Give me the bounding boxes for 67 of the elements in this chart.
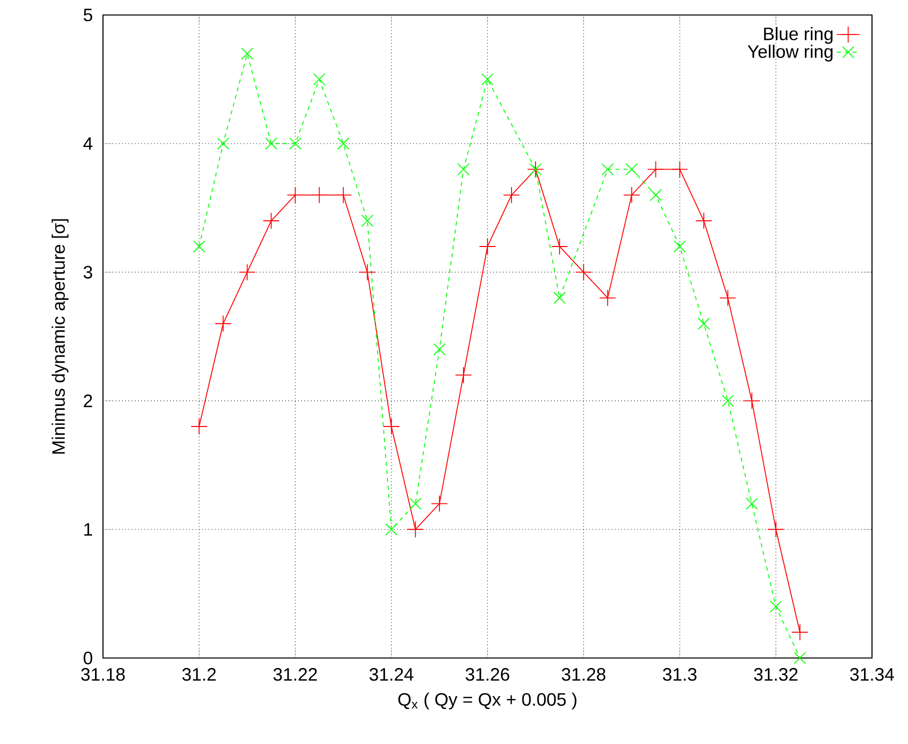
point bbox=[770, 600, 782, 613]
x-tick-label: 31.24 bbox=[370, 668, 414, 681]
point bbox=[310, 186, 328, 204]
point bbox=[794, 652, 806, 664]
point bbox=[575, 264, 592, 281]
y-tick-label: 4 bbox=[83, 137, 92, 150]
point bbox=[599, 289, 616, 306]
point bbox=[698, 318, 710, 330]
y-axis-title: Minimus dynamic aperture [σ] bbox=[52, 219, 68, 454]
y-tick-label: 1 bbox=[84, 523, 92, 536]
point bbox=[553, 292, 566, 304]
point bbox=[262, 212, 280, 230]
point bbox=[695, 212, 712, 230]
x-tick-label: 31.2 bbox=[182, 668, 216, 681]
point bbox=[334, 186, 352, 204]
point bbox=[791, 624, 808, 641]
point bbox=[241, 47, 254, 60]
x-tick-label: 31.18 bbox=[81, 668, 125, 681]
x-tick-label: 31.3 bbox=[662, 668, 696, 681]
legend-label: Yellow ring bbox=[748, 44, 832, 62]
point bbox=[674, 240, 686, 253]
point bbox=[602, 163, 614, 176]
point bbox=[433, 343, 446, 356]
point bbox=[671, 160, 688, 178]
y-tick-label: 2 bbox=[84, 394, 92, 408]
point bbox=[192, 240, 206, 253]
point bbox=[238, 264, 256, 281]
x-tick-label: 31.32 bbox=[754, 668, 798, 681]
legend-label: Blue ring bbox=[764, 27, 832, 44]
x-tick-label: 31.34 bbox=[850, 668, 894, 681]
y-tick-label: 5 bbox=[84, 8, 92, 22]
point bbox=[626, 163, 638, 176]
point bbox=[722, 394, 734, 407]
point bbox=[551, 238, 568, 255]
point bbox=[289, 137, 302, 150]
point bbox=[743, 392, 760, 410]
x-axis-title: Q$_{x}$ ( Qy = Qx + 0.005 ) bbox=[398, 692, 576, 710]
x-tick-label: 31.28 bbox=[562, 668, 606, 681]
point bbox=[481, 73, 494, 86]
point bbox=[190, 418, 208, 435]
point bbox=[455, 366, 472, 384]
point bbox=[265, 137, 278, 150]
point bbox=[406, 520, 424, 538]
point bbox=[767, 520, 784, 538]
point bbox=[286, 186, 304, 204]
point bbox=[409, 498, 422, 510]
point bbox=[382, 418, 400, 435]
point bbox=[650, 188, 662, 202]
point bbox=[385, 523, 398, 536]
point bbox=[313, 73, 326, 86]
point bbox=[647, 160, 664, 178]
x-tick-label: 31.22 bbox=[273, 668, 317, 681]
x-tick-label: 31.26 bbox=[466, 668, 510, 681]
y-tick-label: 3 bbox=[84, 266, 92, 279]
y-tick-label: 0 bbox=[84, 652, 92, 664]
point bbox=[719, 289, 736, 306]
point bbox=[746, 498, 758, 510]
point bbox=[337, 137, 350, 150]
point bbox=[361, 214, 374, 227]
point bbox=[358, 264, 376, 281]
point bbox=[217, 137, 230, 150]
point bbox=[479, 238, 496, 255]
point bbox=[214, 315, 232, 332]
point bbox=[457, 163, 470, 176]
point bbox=[503, 186, 520, 204]
point bbox=[623, 186, 640, 204]
point bbox=[430, 495, 448, 512]
